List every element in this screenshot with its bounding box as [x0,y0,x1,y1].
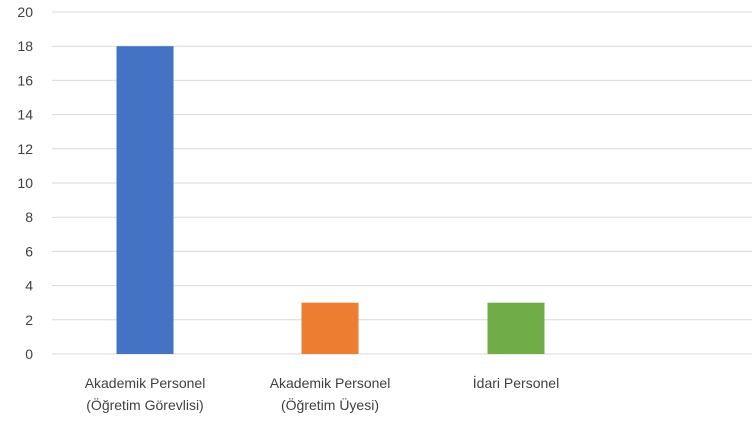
y-tick-label: 2 [25,312,33,328]
y-tick-label: 0 [25,346,33,362]
y-tick-label: 8 [25,209,33,225]
x-category-label: Akademik Personel (Öğretim Görevlisi) [85,375,206,413]
bars [116,46,545,354]
bar-2 [301,302,359,354]
y-axis-ticks: 0 2 4 6 8 10 12 14 16 18 20 [17,4,33,362]
y-tick-label: 4 [25,278,33,294]
y-tick-label: 12 [17,141,33,157]
bar-3 [487,302,545,354]
y-tick-label: 20 [17,4,33,20]
x-category-label: İdari Personel [473,374,559,391]
y-tick-label: 6 [25,243,33,259]
y-tick-label: 16 [17,72,33,88]
y-tick-label: 14 [17,107,33,123]
x-category-label: Akademik Personel (Öğretim Üyesi) [270,375,391,413]
y-tick-label: 10 [17,175,33,191]
bar-1 [116,46,174,354]
x-axis-labels: Akademik Personel (Öğretim Görevlisi) Akad… [85,374,560,413]
y-tick-label: 18 [17,38,33,54]
